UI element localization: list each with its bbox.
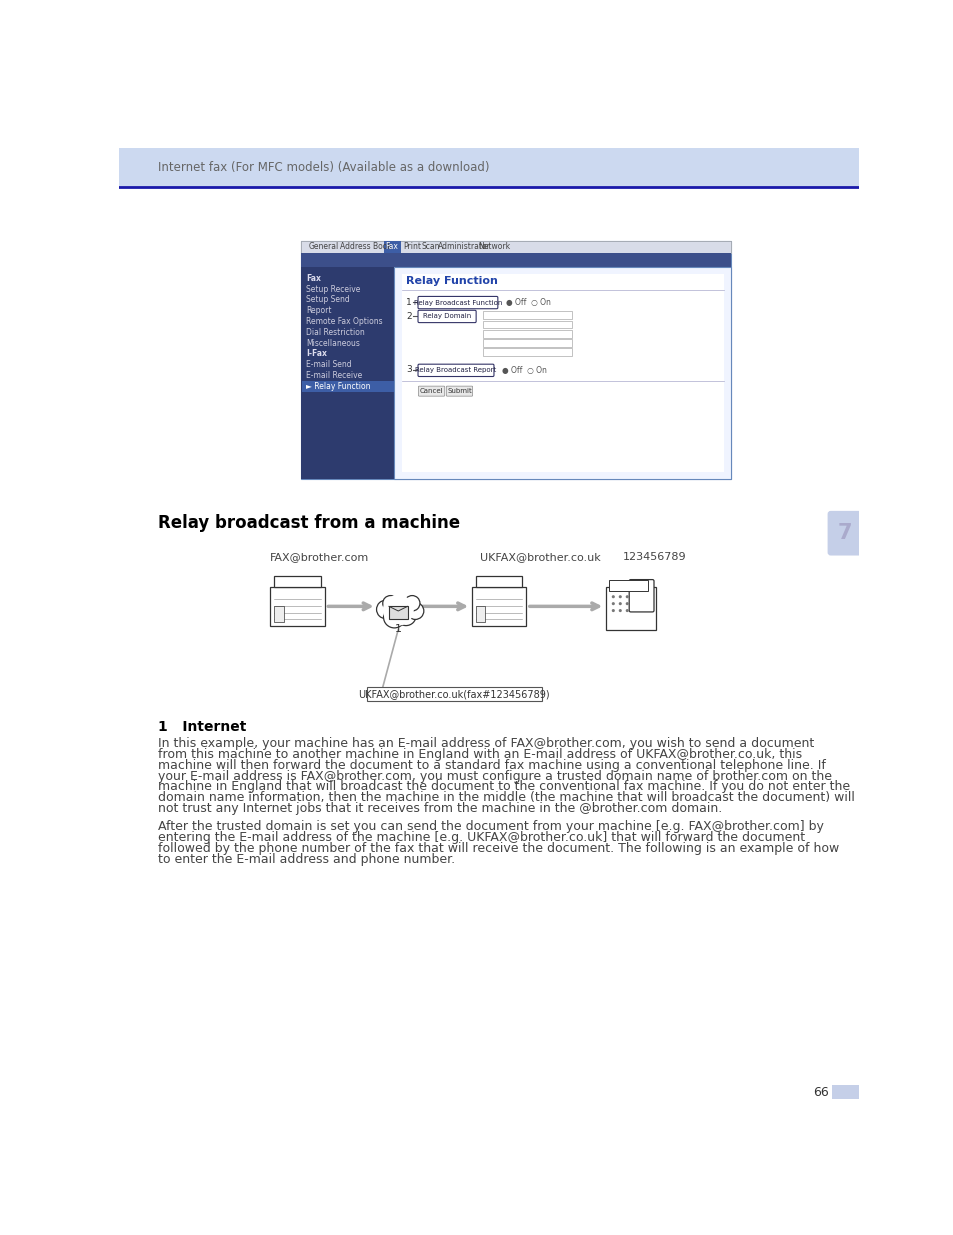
Text: I-Fax: I-Fax — [306, 350, 327, 358]
Text: to enter the E-mail address and phone number.: to enter the E-mail address and phone nu… — [158, 852, 455, 866]
FancyBboxPatch shape — [274, 576, 320, 587]
FancyBboxPatch shape — [270, 587, 324, 626]
Text: 1: 1 — [395, 624, 401, 634]
FancyBboxPatch shape — [482, 340, 571, 347]
FancyBboxPatch shape — [482, 348, 571, 356]
Text: After the trusted domain is set you can send the document from your machine [e.g: After the trusted domain is set you can … — [158, 820, 823, 834]
Text: domain name information, then the machine in the middle (the machine that will b: domain name information, then the machin… — [158, 792, 854, 804]
Circle shape — [376, 600, 395, 619]
Text: Submit: Submit — [447, 388, 472, 394]
Text: not trust any Internet jobs that it receives from the machine in the @brother.co: not trust any Internet jobs that it rece… — [158, 802, 721, 815]
Text: Fax: Fax — [306, 274, 320, 283]
Text: 7: 7 — [837, 524, 851, 543]
Text: E-mail Receive: E-mail Receive — [306, 370, 362, 380]
Text: 1: 1 — [406, 298, 412, 306]
Text: Report: Report — [306, 306, 332, 315]
Text: Scan: Scan — [421, 242, 439, 251]
FancyBboxPatch shape — [417, 364, 494, 377]
Text: Internet fax (For MFC models) (Available as a download): Internet fax (For MFC models) (Available… — [158, 161, 489, 174]
FancyBboxPatch shape — [394, 267, 731, 479]
Circle shape — [383, 606, 405, 627]
Text: 2: 2 — [406, 311, 411, 321]
FancyBboxPatch shape — [629, 579, 654, 611]
FancyBboxPatch shape — [482, 330, 571, 337]
FancyBboxPatch shape — [482, 311, 571, 319]
FancyBboxPatch shape — [417, 296, 497, 309]
FancyBboxPatch shape — [402, 274, 723, 472]
Circle shape — [625, 603, 628, 605]
FancyBboxPatch shape — [609, 579, 647, 592]
Circle shape — [618, 609, 621, 613]
Circle shape — [618, 603, 621, 605]
FancyBboxPatch shape — [302, 380, 394, 391]
Text: 3: 3 — [406, 366, 412, 374]
FancyBboxPatch shape — [274, 606, 283, 621]
Circle shape — [611, 603, 615, 605]
Text: Administrator: Administrator — [437, 242, 490, 251]
Circle shape — [611, 595, 615, 598]
Text: from this machine to another machine in England with an E-mail address of UKFAX@: from this machine to another machine in … — [158, 748, 801, 761]
Text: Relay Domain: Relay Domain — [422, 314, 471, 320]
FancyBboxPatch shape — [446, 387, 472, 396]
FancyBboxPatch shape — [827, 511, 861, 556]
Text: 123456789: 123456789 — [622, 552, 686, 562]
Text: 1   Internet: 1 Internet — [158, 720, 246, 735]
Text: FAX@brother.com: FAX@brother.com — [270, 552, 369, 562]
FancyBboxPatch shape — [383, 241, 400, 253]
Text: followed by the phone number of the fax that will receive the document. The foll: followed by the phone number of the fax … — [158, 842, 839, 855]
FancyBboxPatch shape — [417, 310, 476, 322]
FancyBboxPatch shape — [476, 606, 484, 621]
FancyBboxPatch shape — [301, 267, 394, 479]
Text: machine will then forward the document to a standard fax machine using a convent: machine will then forward the document t… — [158, 758, 825, 772]
FancyBboxPatch shape — [301, 253, 731, 267]
Text: Address Book: Address Book — [340, 242, 392, 251]
Text: Relay broadcast from a machine: Relay broadcast from a machine — [158, 514, 459, 532]
Text: ● Off  ○ On: ● Off ○ On — [501, 366, 546, 375]
Circle shape — [618, 595, 621, 598]
FancyBboxPatch shape — [831, 1086, 858, 1100]
FancyBboxPatch shape — [301, 241, 731, 479]
Circle shape — [382, 595, 414, 626]
Text: General: General — [309, 242, 339, 251]
Text: E-mail Send: E-mail Send — [306, 361, 352, 369]
FancyBboxPatch shape — [119, 148, 858, 186]
FancyBboxPatch shape — [482, 321, 571, 329]
Circle shape — [382, 595, 397, 611]
Text: machine in England that will broadcast the document to the conventional fax mach: machine in England that will broadcast t… — [158, 781, 849, 793]
Text: Remote Fax Options: Remote Fax Options — [306, 317, 382, 326]
Text: Setup Receive: Setup Receive — [306, 284, 360, 294]
Circle shape — [404, 595, 419, 611]
FancyBboxPatch shape — [367, 687, 541, 701]
Text: UKFAX@brother.co.uk(fax#123456789): UKFAX@brother.co.uk(fax#123456789) — [358, 689, 550, 699]
Circle shape — [625, 609, 628, 613]
Text: In this example, your machine has an E-mail address of FAX@brother.com, you wish: In this example, your machine has an E-m… — [158, 737, 814, 750]
Circle shape — [395, 605, 416, 626]
Text: Print: Print — [403, 242, 421, 251]
Text: Setup Send: Setup Send — [306, 295, 350, 304]
Text: ► Relay Function: ► Relay Function — [306, 382, 370, 390]
FancyBboxPatch shape — [472, 587, 525, 626]
Text: 66: 66 — [812, 1087, 827, 1099]
Text: ● Off  ○ On: ● Off ○ On — [505, 298, 550, 308]
Text: Relay Broadcast Function: Relay Broadcast Function — [414, 300, 501, 305]
Text: Dial Restriction: Dial Restriction — [306, 327, 364, 337]
Text: UKFAX@brother.co.uk: UKFAX@brother.co.uk — [479, 552, 599, 562]
Text: your E-mail address is FAX@brother.com, you must configure a trusted domain name: your E-mail address is FAX@brother.com, … — [158, 769, 831, 783]
Text: Cancel: Cancel — [419, 388, 443, 394]
Circle shape — [406, 603, 423, 620]
Text: Network: Network — [477, 242, 510, 251]
Circle shape — [611, 609, 615, 613]
FancyBboxPatch shape — [389, 606, 407, 619]
FancyBboxPatch shape — [605, 588, 656, 630]
Text: Miscellaneous: Miscellaneous — [306, 338, 359, 347]
Text: entering the E-mail address of the machine [e.g. UKFAX@brother.co.uk] that will : entering the E-mail address of the machi… — [158, 831, 804, 845]
Text: Fax: Fax — [385, 242, 398, 251]
Text: Relay Broadcast Report: Relay Broadcast Report — [415, 367, 497, 373]
Circle shape — [625, 595, 628, 598]
Text: Relay Function: Relay Function — [406, 275, 497, 287]
FancyBboxPatch shape — [418, 387, 444, 396]
FancyBboxPatch shape — [301, 241, 731, 253]
FancyBboxPatch shape — [476, 576, 521, 587]
